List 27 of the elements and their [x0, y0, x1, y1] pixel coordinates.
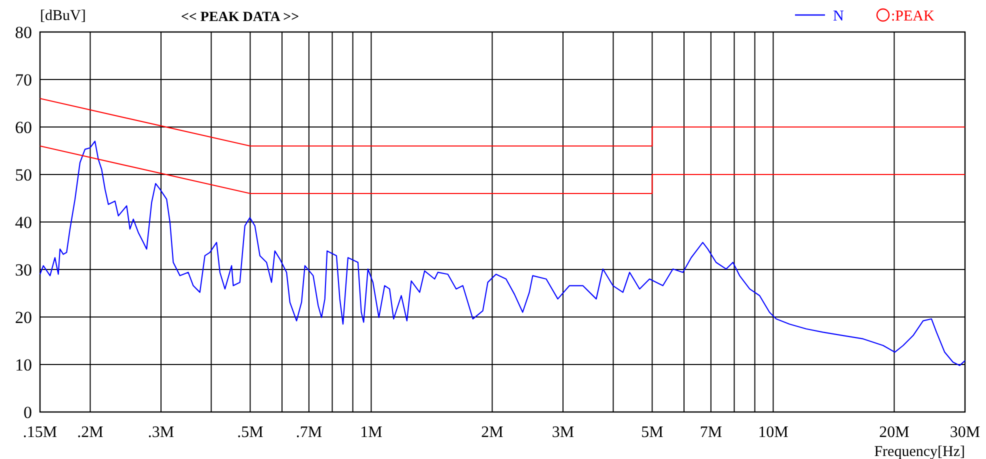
- x-tick-label: 10M: [758, 424, 788, 441]
- y-tick-label: 30: [15, 260, 32, 280]
- x-tick-label: 5M: [641, 424, 664, 441]
- chart-title: << PEAK DATA >>: [180, 10, 300, 25]
- x-tick-label: 7M: [700, 424, 722, 441]
- y-tick-label: 0: [24, 402, 32, 422]
- y-axis-title: [dBuV]: [40, 8, 86, 24]
- y-tick-label: 10: [15, 355, 32, 374]
- legend-label: N: [833, 8, 844, 24]
- y-tick-label: 20: [15, 308, 32, 327]
- x-tick-label: 20M: [879, 424, 910, 441]
- x-tick-label: 2M: [481, 424, 504, 441]
- y-tick-label: 40: [15, 212, 32, 232]
- x-tick-label: 30M: [950, 424, 980, 441]
- x-tick-label: .15M: [22, 424, 58, 441]
- legend-label: :PEAK: [891, 8, 935, 24]
- x-tick-label: .5M: [237, 424, 264, 441]
- x-tick-label: .7M: [296, 424, 322, 441]
- x-axis-title: Frequency[Hz]: [874, 444, 965, 459]
- x-tick-label: 3M: [552, 424, 574, 441]
- x-tick-label: .3M: [148, 424, 174, 441]
- y-tick-label: 50: [15, 165, 32, 184]
- x-tick-label: .2M: [77, 424, 104, 441]
- y-tick-label: 60: [15, 118, 32, 137]
- y-tick-label: 70: [15, 70, 32, 90]
- y-tick-label: 80: [15, 22, 32, 42]
- x-tick-label: 1M: [360, 424, 382, 441]
